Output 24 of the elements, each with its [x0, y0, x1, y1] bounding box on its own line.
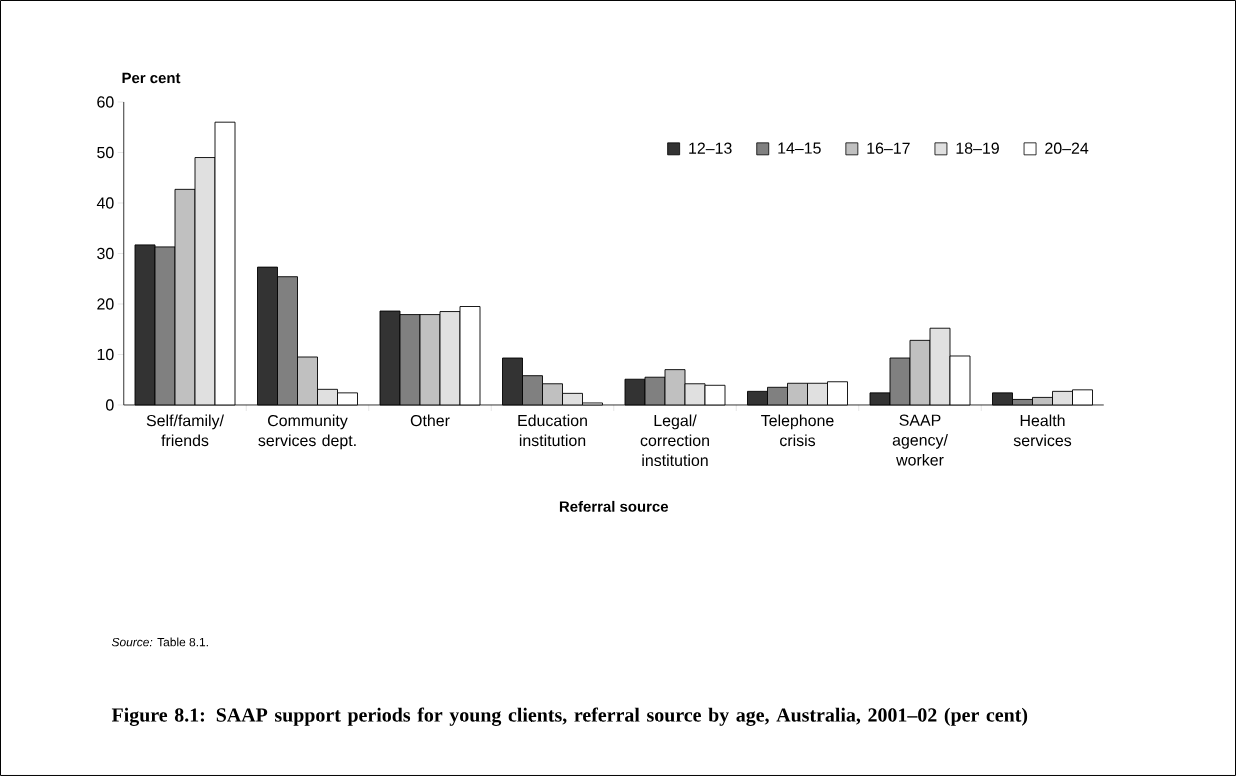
x-tick-label: Education institution [518, 414, 587, 447]
legend-label: 16–17 [867, 142, 910, 154]
x-tick-label: Legal/ correction institution [640, 414, 709, 467]
y-tick-label: 40 [96, 197, 114, 209]
x-tick-label: Community services dept. [258, 414, 356, 450]
x-tick-label: Self/family/ friends [146, 414, 224, 447]
y-tick-label: 30 [97, 247, 114, 260]
y-tick-label: 20 [97, 298, 114, 310]
y-tick-label: 50 [97, 146, 114, 159]
legend-label: 14–15 [778, 142, 821, 154]
x-tick-label: Health services [1013, 414, 1072, 447]
y-axis-title: Per cent [122, 72, 181, 84]
y-tick-label: 0 [106, 399, 114, 411]
x-tick-label: SAAP agency/ worker [892, 414, 948, 466]
text: Figure 8.1: SAAP support periods for young clients, referral source by age, Australia, 2001–02 (per cent) [111, 707, 1028, 726]
y-tick-label: 10 [97, 348, 114, 361]
legend-label: 12–13 [689, 142, 732, 154]
legend-label: 20–24 [1045, 142, 1089, 154]
y-tick-label: 60 [97, 96, 114, 108]
text: Source: Table 8.1. [111, 637, 208, 647]
x-tick-label: Telephone crisis [761, 414, 834, 447]
x-axis-title: Referral source [559, 500, 669, 512]
legend-label: 18–19 [956, 142, 999, 154]
x-tick-label: Other [410, 414, 450, 427]
